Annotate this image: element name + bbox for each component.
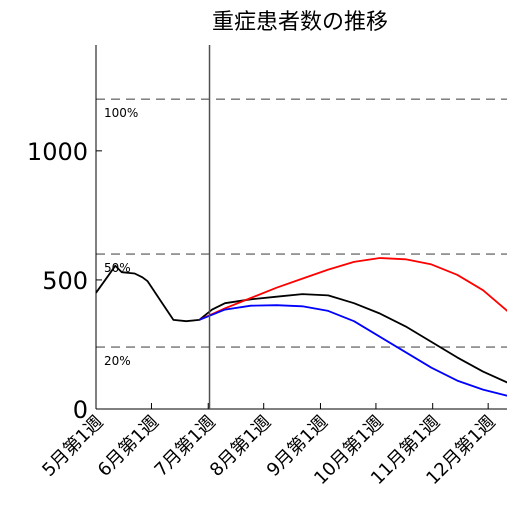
chart-title: 重症患者数の推移: [212, 10, 388, 35]
reference-label-2: 20%: [104, 354, 131, 368]
x-ticks: 5月第1週6月第1週7月第1週8月第1週9月第1週10月第1週11月第1週12月…: [38, 403, 500, 489]
x-tick-label-3: 8月第1週: [206, 412, 275, 481]
reference-label-0: 100%: [104, 106, 138, 120]
y-tick-label-1: 500: [42, 267, 88, 295]
axes: [95, 45, 507, 410]
series-group: [95, 257, 507, 397]
series-line-0: [95, 264, 507, 384]
y-tick-label-0: 0: [73, 396, 88, 424]
y-ticks: 0 500 1000: [27, 138, 102, 424]
y-tick-label-2: 1000: [27, 138, 88, 166]
x-tick-label-1: 6月第1週: [94, 412, 163, 481]
series-line-1: [198, 257, 507, 321]
series-line-2: [198, 304, 507, 397]
reference-lines: 100%50%20%: [96, 98, 507, 368]
